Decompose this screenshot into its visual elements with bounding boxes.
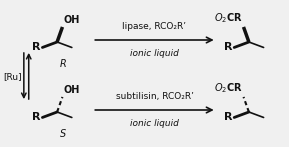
Text: OH: OH (64, 15, 80, 25)
Text: OH: OH (64, 85, 80, 95)
Text: [Ru]: [Ru] (3, 72, 22, 81)
Text: $O_2$CR: $O_2$CR (214, 11, 242, 25)
Text: R: R (224, 112, 232, 122)
Text: subtilisin, RCO₂R’: subtilisin, RCO₂R’ (116, 92, 193, 101)
Text: lipase, RCO₂R’: lipase, RCO₂R’ (123, 22, 186, 31)
Text: ionic liquid: ionic liquid (130, 49, 179, 58)
Text: R: R (32, 42, 40, 52)
Text: R: R (224, 42, 232, 52)
Text: R: R (32, 112, 40, 122)
Text: $O_2$CR: $O_2$CR (214, 81, 242, 95)
Text: S: S (60, 129, 66, 139)
Text: R: R (60, 59, 66, 69)
Text: ionic liquid: ionic liquid (130, 119, 179, 128)
